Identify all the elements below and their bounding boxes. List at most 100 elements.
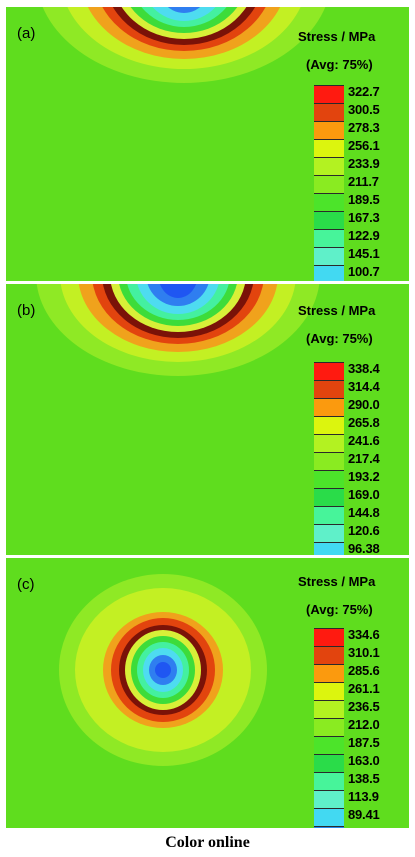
legend-swatch: [314, 247, 344, 265]
legend-swatch: [314, 398, 344, 416]
legend-swatch: [314, 772, 344, 790]
legend-swatch: [314, 808, 344, 826]
legend-avg-label: (Avg: 75%): [306, 331, 373, 346]
legend-avg-label: (Avg: 75%): [306, 602, 373, 617]
legend-row: 236.5: [314, 700, 399, 718]
color-legend: 322.7 300.5 278.3 256.1 233.9 211.7 189.5 167.3…: [314, 85, 399, 281]
legend-row: 310.1: [314, 646, 399, 664]
legend-tick-label: 217.4: [348, 451, 380, 466]
legend-tick-label: 212.0: [348, 717, 380, 732]
legend-swatch: [314, 193, 344, 211]
legend-tick-label: 278.3: [348, 120, 380, 135]
panel-label: (c): [17, 576, 35, 593]
contour-panel-b: (b) Stress / MPa (Avg: 75%) 338.4 314.4 29…: [6, 284, 409, 555]
legend-tick-label: 285.6: [348, 663, 380, 678]
legend-tick-label: 233.9: [348, 156, 380, 171]
legend-row: 193.2: [314, 470, 399, 488]
legend-swatch: [314, 488, 344, 506]
legend-row: 338.4: [314, 362, 399, 380]
legend-swatch: [314, 380, 344, 398]
legend-tick-label: 138.5: [348, 771, 380, 786]
legend-row: 100.7: [314, 265, 399, 281]
legend-tick-label: 193.2: [348, 469, 380, 484]
legend-tick-label: 256.1: [348, 138, 380, 153]
legend-swatch: [314, 362, 344, 380]
legend-swatch: [314, 416, 344, 434]
legend-swatch: [314, 139, 344, 157]
stress-contour-field: [59, 574, 267, 766]
legend-row: 169.0: [314, 488, 399, 506]
legend-tick-label: 169.0: [348, 487, 380, 502]
legend-title: Stress / MPa: [298, 303, 376, 318]
legend-row: 314.4: [314, 380, 399, 398]
legend-swatch: [314, 628, 344, 646]
legend-tick-label: 96.38: [348, 541, 380, 556]
legend-swatch: [314, 664, 344, 682]
legend-tick-label: 187.5: [348, 735, 380, 750]
legend-tick-label: 322.7: [348, 84, 380, 99]
legend-swatch: [314, 682, 344, 700]
color-legend: 334.6 310.1 285.6 261.1 236.5 212.0 187.5 163.0…: [314, 628, 399, 828]
legend-swatch: [314, 265, 344, 281]
legend-swatch: [314, 434, 344, 452]
legend-tick-label: 334.6: [348, 627, 380, 642]
stress-contour-field: [42, 7, 326, 83]
legend-swatch: [314, 700, 344, 718]
legend-row: 64.89: [314, 826, 399, 828]
legend-swatch: [314, 211, 344, 229]
legend-row: 278.3: [314, 121, 399, 139]
legend-row: 189.5: [314, 193, 399, 211]
legend-swatch: [314, 754, 344, 772]
legend-row: 120.6: [314, 524, 399, 542]
legend-tick-label: 122.9: [348, 228, 380, 243]
legend-row: 89.41: [314, 808, 399, 826]
legend-tick-label: 310.1: [348, 645, 380, 660]
legend-tick-label: 120.6: [348, 523, 380, 538]
panel-label: (b): [17, 302, 36, 319]
legend-swatch: [314, 718, 344, 736]
legend-tick-label: 300.5: [348, 102, 380, 117]
legend-tick-label: 167.3: [348, 210, 380, 225]
legend-row: 334.6: [314, 628, 399, 646]
legend-row: 187.5: [314, 736, 399, 754]
legend-swatch: [314, 826, 344, 828]
legend-tick-label: 64.89: [348, 826, 380, 829]
legend-title: Stress / MPa: [298, 574, 376, 589]
legend-row: 96.38: [314, 542, 399, 555]
legend-tick-label: 241.6: [348, 433, 380, 448]
legend-row: 138.5: [314, 772, 399, 790]
legend-row: 145.1: [314, 247, 399, 265]
legend-row: 241.6: [314, 434, 399, 452]
legend-tick-label: 314.4: [348, 379, 380, 394]
legend-swatch: [314, 646, 344, 664]
legend-row: 163.0: [314, 754, 399, 772]
contour-ring: [167, 7, 201, 13]
legend-swatch: [314, 524, 344, 542]
legend-title: Stress / MPa: [298, 29, 376, 44]
legend-swatch: [314, 157, 344, 175]
legend-row: 167.3: [314, 211, 399, 229]
contour-ring: [155, 662, 171, 678]
legend-tick-label: 144.8: [348, 505, 380, 520]
legend-row: 265.8: [314, 416, 399, 434]
legend-swatch: [314, 790, 344, 808]
stress-contour-field: [36, 284, 320, 376]
legend-tick-label: 338.4: [348, 361, 380, 376]
color-legend: 338.4 314.4 290.0 265.8 241.6 217.4 193.2 169.0…: [314, 362, 399, 555]
legend-tick-label: 89.41: [348, 807, 380, 822]
legend-swatch: [314, 103, 344, 121]
legend-tick-label: 163.0: [348, 753, 380, 768]
legend-tick-label: 100.7: [348, 264, 380, 279]
contour-ring: [152, 7, 216, 21]
legend-swatch: [314, 470, 344, 488]
legend-swatch: [314, 229, 344, 247]
panel-label: (a): [17, 25, 36, 42]
legend-row: 322.7: [314, 85, 399, 103]
legend-swatch: [314, 175, 344, 193]
legend-tick-label: 261.1: [348, 681, 380, 696]
legend-row: 122.9: [314, 229, 399, 247]
legend-row: 211.7: [314, 175, 399, 193]
legend-row: 261.1: [314, 682, 399, 700]
legend-tick-label: 265.8: [348, 415, 380, 430]
legend-row: 285.6: [314, 664, 399, 682]
